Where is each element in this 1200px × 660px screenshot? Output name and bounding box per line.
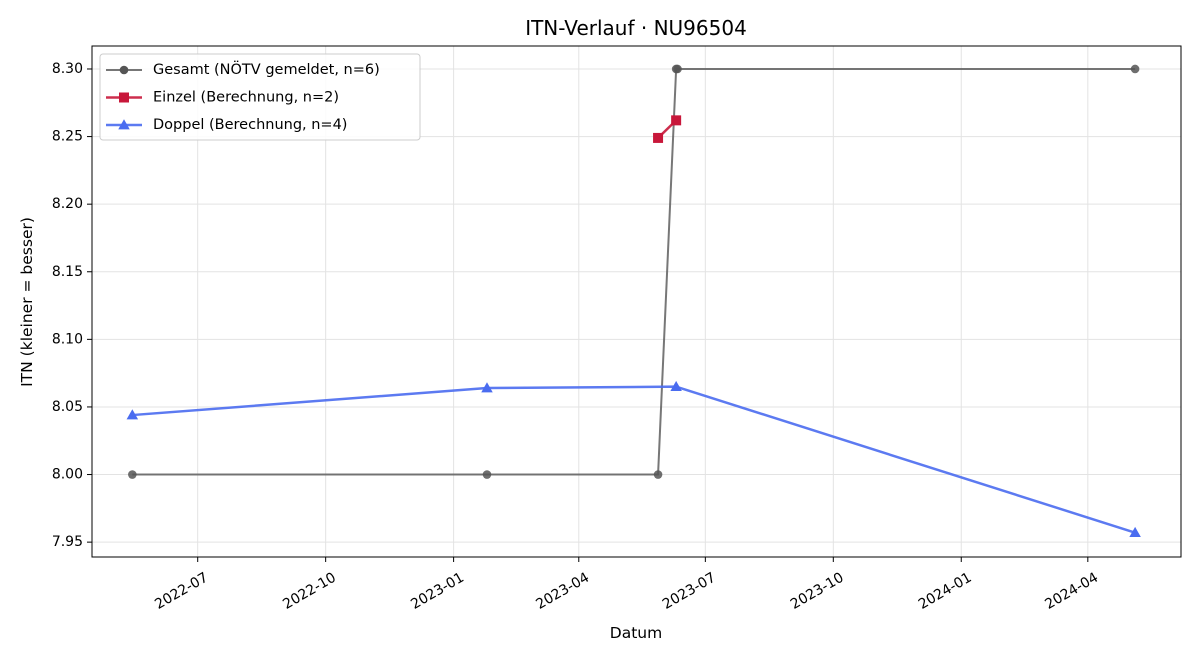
y-tick-label: 8.00 <box>52 467 83 483</box>
legend-marker <box>119 65 129 75</box>
y-tick-label: 8.20 <box>52 196 83 212</box>
data-point <box>128 470 137 479</box>
legend-marker <box>119 92 129 103</box>
data-point <box>482 470 492 479</box>
legend: Gesamt (NÖTV gemeldet, n=6) Einzel (Berec… <box>99 53 421 141</box>
x-tick-label: 2023-01 <box>408 570 467 613</box>
data-point <box>653 132 664 143</box>
legend-item: Gesamt (NÖTV gemeldet, n=6) <box>106 60 380 78</box>
y-axis-title: ITN (kleiner = besser) <box>18 217 36 387</box>
series-line <box>132 67 1136 476</box>
series-layer <box>126 64 1141 537</box>
x-axis: 2022-07 2022-10 2023-01 2023-04 2023-07 2023-… <box>152 557 1101 613</box>
y-tick-label: 8.05 <box>52 399 83 415</box>
legend-frame <box>99 53 421 141</box>
series-1 <box>128 64 1140 479</box>
x-tick-label: 2023-04 <box>533 570 592 613</box>
legend-label: Einzel (Berechnung, n=2) <box>153 90 339 106</box>
legend-item: Einzel (Berechnung, n=2) <box>106 90 339 106</box>
legend-label: Doppel (Berechnung, n=4) <box>153 117 347 133</box>
x-tick-label: 2023-07 <box>660 570 719 613</box>
data-point <box>126 409 139 420</box>
data-point <box>671 115 682 126</box>
x-tick-label: 2022-07 <box>152 570 211 613</box>
x-tick-label: 2023-10 <box>788 570 847 613</box>
series-line <box>132 385 1136 534</box>
series-2 <box>653 115 682 143</box>
y-tick-label: 8.10 <box>52 331 83 347</box>
x-axis-title: Datum <box>610 624 662 642</box>
y-axis: 7.95 8.00 8.05 8.10 8.15 8.20 8.25 8.30 <box>52 61 92 550</box>
y-tick-label: 8.15 <box>52 264 83 280</box>
legend-marker <box>118 119 130 130</box>
data-point <box>481 382 493 393</box>
data-point <box>673 64 682 74</box>
grid <box>92 46 1181 557</box>
y-tick-label: 7.95 <box>52 534 83 550</box>
x-tick-label: 2022-10 <box>280 570 339 613</box>
data-point <box>653 470 663 479</box>
x-tick-label: 2024-01 <box>916 570 975 613</box>
data-point <box>1130 64 1140 74</box>
data-point <box>1129 526 1141 537</box>
legend-item: Doppel (Berechnung, n=4) <box>106 117 347 133</box>
chart-title: ITN-Verlauf · NU96504 <box>525 16 747 40</box>
x-tick-label: 2024-04 <box>1042 570 1101 613</box>
legend-label: Gesamt (NÖTV gemeldet, n=6) <box>153 60 380 78</box>
series-3 <box>126 380 1141 537</box>
plot-frame <box>91 45 1182 558</box>
y-tick-label: 8.30 <box>52 61 83 77</box>
y-tick-label: 8.25 <box>52 129 83 145</box>
data-point <box>670 380 682 391</box>
